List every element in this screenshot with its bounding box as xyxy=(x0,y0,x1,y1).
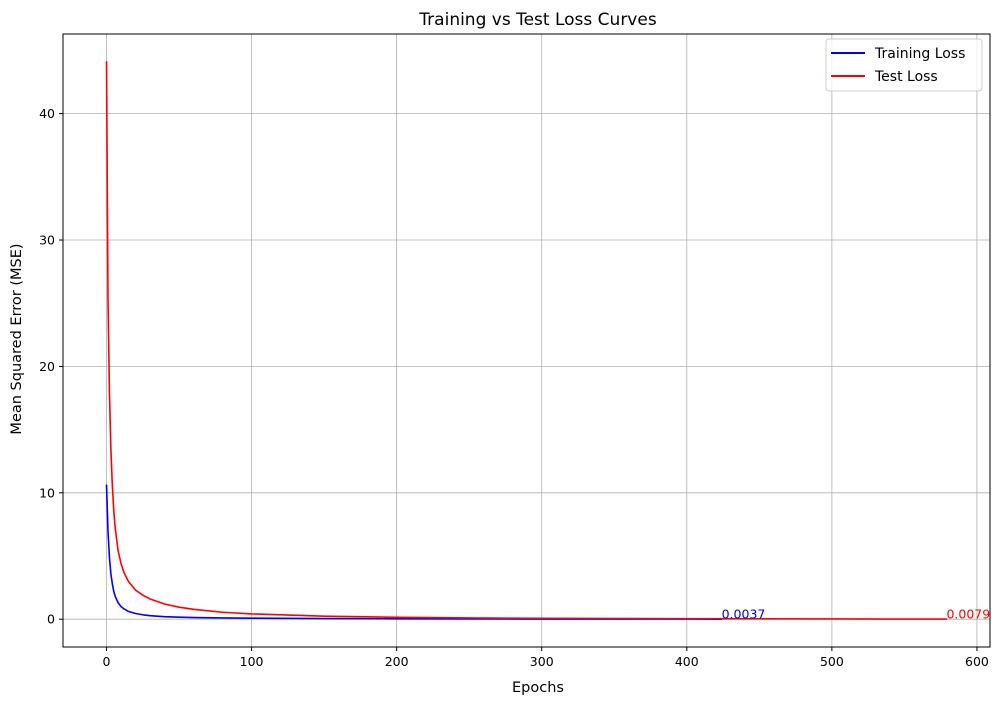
series-lines xyxy=(105,61,948,620)
x-tick-label: 300 xyxy=(530,654,554,669)
y-tick-label: 20 xyxy=(39,359,55,374)
chart-title: Training vs Test Loss Curves xyxy=(418,10,657,30)
test-final-value-label: 0.0079 xyxy=(946,607,990,622)
y-tick-label: 0 xyxy=(47,612,55,627)
x-tick-label: 200 xyxy=(385,654,409,669)
y-tick-label: 10 xyxy=(39,485,55,500)
training-final-value-label: 0.0037 xyxy=(722,607,766,622)
training-loss-line xyxy=(105,484,723,620)
legend: Training Loss Test Loss xyxy=(825,38,983,92)
axis-ticks: 0 100 200 300 400 500 600 0 10 20 30 40 xyxy=(39,106,989,669)
legend-label-training: Training Loss xyxy=(874,46,965,62)
x-tick-label: 600 xyxy=(965,654,989,669)
y-tick-label: 30 xyxy=(39,233,55,248)
x-tick-label: 0 xyxy=(103,654,111,669)
x-tick-label: 500 xyxy=(820,654,844,669)
grid xyxy=(63,34,990,647)
test-loss-line xyxy=(105,61,948,620)
y-axis-label: Mean Squared Error (MSE) xyxy=(9,243,25,434)
x-tick-label: 400 xyxy=(675,654,699,669)
value-annotations: 0.0037 0.0079 xyxy=(722,607,991,622)
legend-label-test: Test Loss xyxy=(874,69,938,85)
y-tick-label: 40 xyxy=(39,106,55,121)
x-tick-label: 100 xyxy=(240,654,264,669)
plot-frame xyxy=(62,33,991,648)
x-axis-label: Epochs xyxy=(512,680,564,696)
